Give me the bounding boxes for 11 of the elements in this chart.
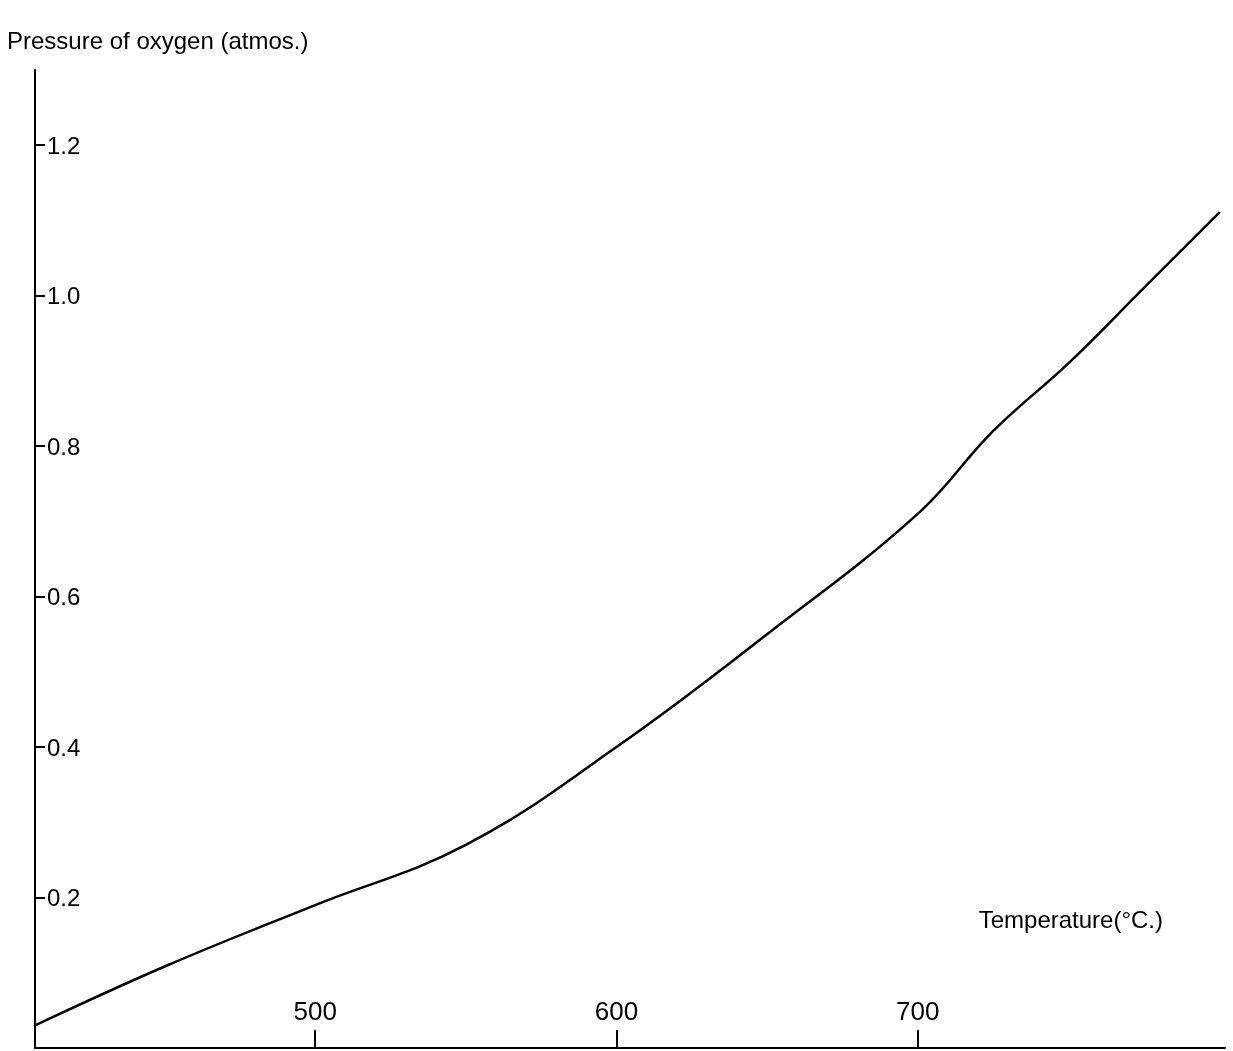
x-tick-label: 600 [594, 996, 639, 1026]
y-tick-label: 1.0 [47, 282, 81, 310]
x-tick-label: 700 [896, 996, 940, 1026]
x-tick-label: 500 [293, 996, 337, 1026]
y-axis-title: Pressure of oxygen (atmos.) [7, 26, 309, 54]
y-tick-label: 0.8 [47, 432, 81, 460]
y-tick-label: 0.6 [47, 583, 81, 611]
y-tick-label: 1.2 [47, 131, 81, 159]
x-axis-title: Temperature(°C.) [978, 905, 1163, 933]
y-tick-label: 0.4 [47, 733, 81, 761]
y-tick-label: 0.2 [47, 884, 81, 912]
